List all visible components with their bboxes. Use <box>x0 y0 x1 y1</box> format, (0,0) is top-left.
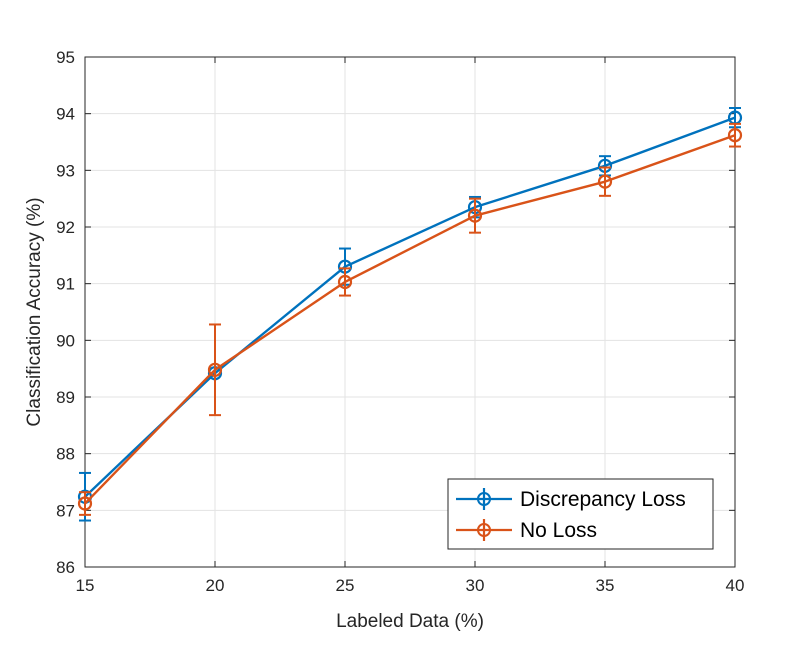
y-tick-label: 86 <box>56 558 75 577</box>
y-tick-label: 94 <box>56 105 75 124</box>
y-tick-label: 92 <box>56 218 75 237</box>
x-tick-label: 35 <box>596 576 615 595</box>
y-tick-label: 87 <box>56 501 75 520</box>
x-tick-label: 25 <box>336 576 355 595</box>
legend-box <box>447 478 714 550</box>
series-line <box>84 134 736 505</box>
y-tick-label: 93 <box>56 161 75 180</box>
legend-entry-discrepancy-loss: Discrepancy Loss <box>520 488 686 511</box>
data-point <box>77 496 93 511</box>
x-tick-label: 30 <box>466 576 485 595</box>
legend: Discrepancy Loss No Loss <box>447 478 714 550</box>
series-layer <box>77 107 743 522</box>
x-axis-label: Labeled Data (%) <box>336 611 484 632</box>
data-point <box>467 208 483 223</box>
x-tick-label: 20 <box>206 576 225 595</box>
plot-frame <box>84 56 736 568</box>
x-tick-label: 40 <box>726 576 745 595</box>
data-point <box>597 174 613 189</box>
y-tick-label: 91 <box>56 275 75 294</box>
legend-entry-no-loss: No Loss <box>520 519 597 542</box>
x-tick-label: 15 <box>76 576 95 595</box>
y-tick-label: 89 <box>56 388 75 407</box>
series-no-loss <box>77 122 743 516</box>
axis-ticks: 15 20 25 30 35 40 86 87 88 89 90 91 92 93 94 95 <box>56 48 744 595</box>
y-tick-label: 88 <box>56 445 75 464</box>
y-tick-label: 90 <box>56 331 75 350</box>
y-axis-label: Classification Accuracy (%) <box>24 197 45 426</box>
series-line <box>84 116 736 498</box>
data-point <box>337 274 353 290</box>
y-tick-label: 95 <box>56 48 75 67</box>
data-point <box>727 128 743 143</box>
data-point <box>207 362 223 377</box>
